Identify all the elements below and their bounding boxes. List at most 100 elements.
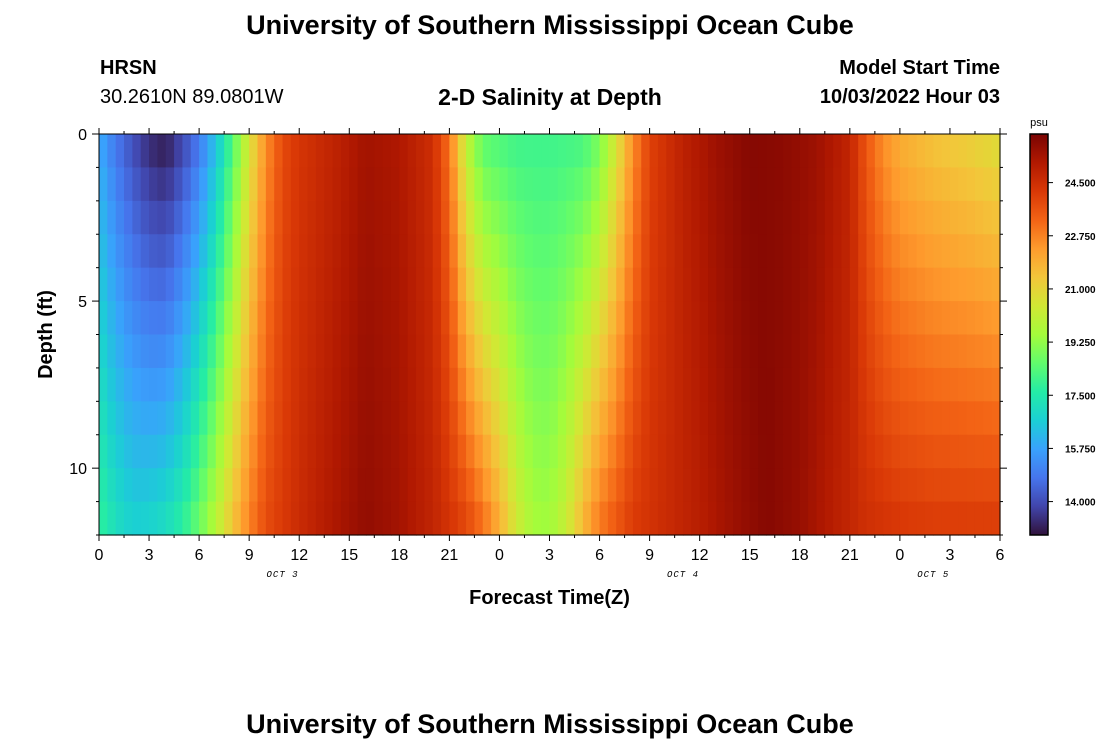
heatmap-cell (749, 234, 759, 269)
heatmap-cell (774, 200, 784, 235)
heatmap-cell (390, 434, 400, 469)
heatmap-cell (616, 334, 626, 369)
heatmap-cell (783, 167, 793, 202)
heatmap-cell (783, 234, 793, 269)
heatmap-cell (557, 401, 567, 436)
heatmap-cell (849, 167, 859, 202)
heatmap-cell (357, 434, 367, 469)
heatmap-cell (741, 301, 751, 336)
heatmap-cell (641, 434, 651, 469)
heatmap-cell (390, 200, 400, 235)
heatmap-cell (549, 134, 559, 169)
heatmap-cell (733, 468, 742, 503)
heatmap-cell (766, 267, 776, 302)
heatmap-cell (899, 434, 909, 469)
heatmap-cell (315, 267, 325, 302)
heatmap-cell (182, 301, 192, 336)
heatmap-cell (441, 434, 450, 469)
heatmap-cell (666, 134, 676, 169)
heatmap-cell (424, 167, 434, 202)
heatmap-cell (624, 468, 634, 503)
heatmap-cell (582, 134, 592, 169)
heatmap-cell (808, 200, 818, 235)
heatmap-cell (441, 234, 450, 269)
heatmap-cell (382, 501, 392, 536)
heatmap-cell (399, 134, 409, 169)
heatmap-cell (157, 468, 167, 503)
heatmap-cell (215, 334, 225, 369)
heatmap-cell (891, 334, 901, 369)
heatmap-cell (774, 401, 784, 436)
heatmap-cell (916, 334, 926, 369)
heatmap-cell (933, 501, 943, 536)
heatmap-cell (282, 200, 292, 235)
heatmap-cell (666, 501, 676, 536)
heatmap-cell (866, 301, 876, 336)
heatmap-cell (566, 334, 576, 369)
heatmap-cell (649, 301, 659, 336)
heatmap-cell (891, 434, 901, 469)
heatmap-cell (566, 167, 576, 202)
heatmap-cell (574, 167, 584, 202)
heatmap-cell (466, 434, 476, 469)
heatmap-cell (265, 301, 275, 336)
day-label: OCT 5 (917, 570, 949, 580)
heatmap-cell (616, 401, 626, 436)
heatmap-cell (924, 200, 934, 235)
heatmap-cell (908, 367, 918, 402)
heatmap-cell (591, 334, 601, 369)
heatmap-cell (457, 301, 467, 336)
heatmap-cell (724, 301, 734, 336)
heatmap-cell (824, 134, 834, 169)
heatmap-cell (958, 134, 968, 169)
heatmap-cell (482, 267, 492, 302)
heatmap-cell (390, 134, 400, 169)
heatmap-cell (899, 267, 909, 302)
heatmap-cell (257, 301, 267, 336)
heatmap-cell (132, 134, 142, 169)
heatmap-cell (99, 301, 108, 336)
heatmap-cell (616, 367, 626, 402)
heatmap-cell (749, 134, 759, 169)
heatmap-cell (340, 200, 350, 235)
heatmap-cell (691, 434, 701, 469)
heatmap-cell (265, 267, 275, 302)
heatmap-cell (449, 401, 459, 436)
heatmap-cell (908, 167, 918, 202)
y-axis-label: Depth (ft) (35, 290, 57, 379)
y-tick-label: 0 (78, 127, 87, 144)
heatmap-cell (199, 367, 209, 402)
heatmap-cell (240, 501, 250, 536)
heatmap-cell (666, 301, 676, 336)
heatmap-cell (432, 234, 442, 269)
heatmap-cell (399, 301, 409, 336)
heatmap-cell (799, 434, 809, 469)
heatmap-cell (224, 401, 234, 436)
heatmap-cell (974, 501, 984, 536)
heatmap-cell (657, 334, 667, 369)
heatmap-cell (666, 468, 676, 503)
x-tick-label: 0 (495, 547, 504, 564)
heatmap-cell (215, 367, 225, 402)
heatmap-cell (407, 167, 417, 202)
heatmap-cell (499, 301, 509, 336)
heatmap-cell (974, 267, 984, 302)
heatmap-cell (399, 167, 409, 202)
heatmap-cell (340, 468, 350, 503)
heatmap-cell (449, 167, 459, 202)
heatmap-cell (708, 501, 717, 536)
heatmap-cell (157, 501, 167, 536)
heatmap-cell (249, 301, 259, 336)
heatmap-cell (766, 401, 776, 436)
heatmap-cell (816, 367, 826, 402)
heatmap-cell (232, 401, 242, 436)
heatmap-cell (616, 167, 626, 202)
heatmap-cell (224, 434, 234, 469)
heatmap-cell (224, 334, 234, 369)
heatmap-cell (816, 501, 826, 536)
heatmap-cell (666, 200, 676, 235)
heatmap-cell (174, 200, 184, 235)
station-coordinates: 30.2610N 89.0801W (100, 86, 284, 108)
heatmap-cell (107, 367, 117, 402)
heatmap-cell (549, 401, 559, 436)
